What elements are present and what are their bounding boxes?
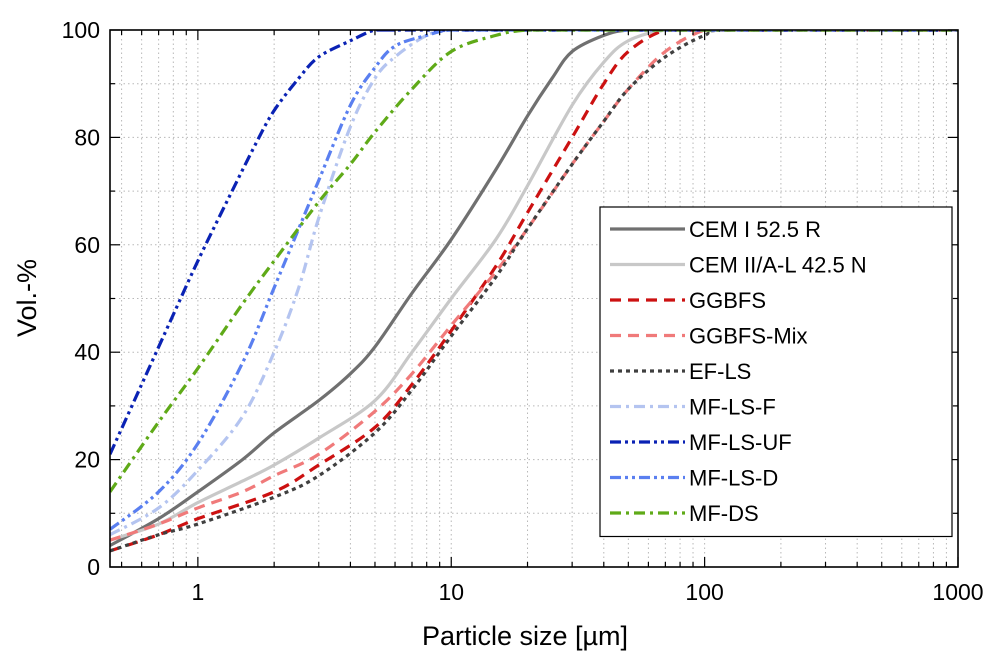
x-tick-label: 100 — [685, 579, 723, 605]
legend-label: MF-LS-D — [689, 466, 778, 491]
x-tick-label: 1000 — [932, 579, 983, 605]
y-tick-label: 60 — [74, 232, 100, 258]
legend-label: MF-LS-UF — [689, 430, 792, 455]
y-tick-label: 20 — [74, 447, 100, 473]
y-tick-label: 0 — [87, 554, 100, 580]
series-line-1 — [110, 30, 958, 547]
legend-label: MF-DS — [689, 501, 759, 526]
x-tick-label: 10 — [438, 579, 464, 605]
y-axis-title: Vol.-% — [12, 259, 42, 337]
legend: CEM I 52.5 R CEM II/A-L 42.5 N GGBFS GGBFS-… — [599, 206, 953, 538]
y-tick-label: 80 — [74, 124, 100, 150]
series-line-7 — [110, 30, 958, 455]
x-tick-label: 1 — [191, 579, 204, 605]
x-axis-title: Particle size [µm] — [422, 621, 628, 651]
y-tick-label: 100 — [62, 17, 100, 43]
legend-label: GGBFS-Mix — [689, 324, 808, 349]
series-line-2 — [110, 30, 958, 542]
legend-label: MF-LS-F — [689, 395, 776, 420]
series-line-9 — [110, 30, 958, 493]
y-tick-label: 40 — [74, 339, 100, 365]
legend-label: CEM I 52.5 R — [689, 217, 821, 242]
series-line-8 — [110, 30, 958, 531]
legend-label: EF-LS — [689, 359, 751, 384]
legend-label: CEM II/A-L 42.5 N — [689, 253, 867, 278]
ticks: 1 10 100 1000 0 20 40 60 80 100 — [62, 17, 984, 605]
series-line-4 — [110, 30, 958, 542]
legend-label: GGBFS — [689, 288, 766, 313]
series-line-5 — [110, 30, 958, 553]
